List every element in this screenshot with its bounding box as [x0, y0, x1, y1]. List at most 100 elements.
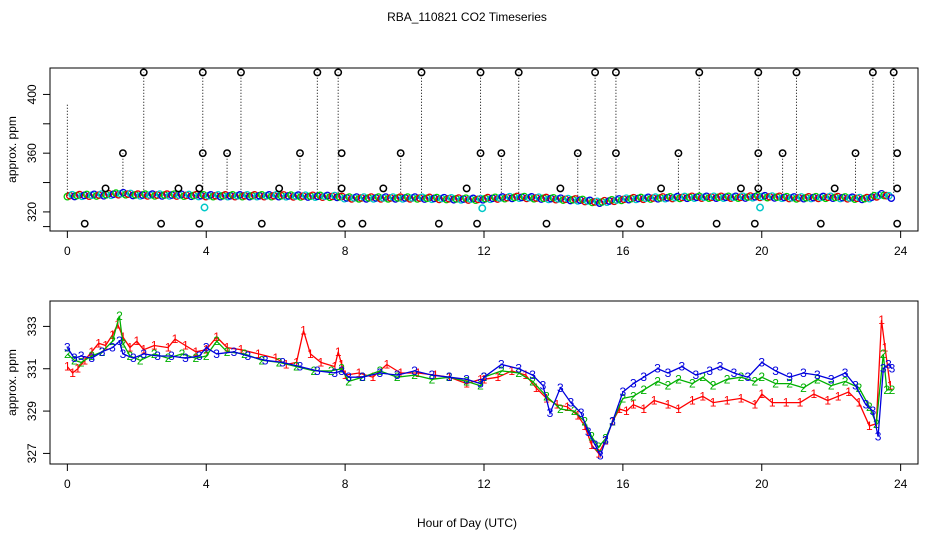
- series-1-marker: 1: [238, 343, 245, 357]
- series-1-marker: 1: [588, 438, 595, 452]
- baseline-point: [884, 191, 893, 200]
- x-tick-label: 8: [342, 477, 349, 491]
- outlier-point: [195, 184, 204, 193]
- outlier-point: [275, 184, 284, 193]
- outlier-point: [462, 184, 471, 193]
- series-1-marker: 1: [581, 419, 588, 433]
- x-tick-label: 20: [755, 244, 769, 258]
- outlier-point: [542, 219, 551, 228]
- series-2-marker: 2: [630, 389, 637, 403]
- outlier-point: [674, 149, 683, 158]
- series-1-marker: 1: [651, 393, 658, 407]
- series-3-marker: 3: [231, 345, 238, 359]
- series-1-marker: 1: [397, 366, 404, 380]
- series-3-marker: 3: [602, 434, 609, 448]
- series-2-marker: 2: [738, 370, 745, 384]
- series-3-marker: 3: [394, 368, 401, 382]
- series-3-marker: 3: [786, 370, 793, 384]
- series-3-marker: 3: [411, 364, 418, 378]
- outlier-point: [893, 184, 902, 193]
- series-3-marker: 3: [889, 362, 896, 376]
- series-3-marker: 3: [446, 370, 453, 384]
- series-1-marker: 1: [495, 370, 502, 384]
- x-tick-label: 4: [203, 244, 210, 258]
- outlier-point: [257, 219, 266, 228]
- outlier-point: [611, 68, 620, 77]
- outlier-point: [358, 219, 367, 228]
- series-1-marker: 1: [335, 345, 342, 359]
- series-1-marker: 1: [724, 393, 731, 407]
- series-2-marker: 2: [889, 383, 896, 397]
- x-tick-label: 0: [64, 244, 71, 258]
- x-tick-label: 4: [203, 477, 210, 491]
- series-3-marker: 3: [540, 379, 547, 393]
- outlier-point: [778, 149, 787, 158]
- series-2-marker: 2: [71, 353, 78, 367]
- outlier-point: [139, 68, 148, 77]
- series-3-marker: 3: [130, 351, 137, 365]
- series-1-marker: 1: [383, 358, 390, 372]
- series-1-marker: 1: [856, 396, 863, 410]
- series-1-line: [66, 320, 891, 455]
- series-1-marker: 1: [810, 387, 817, 401]
- series-1-marker: 1: [758, 387, 765, 401]
- series-1-marker: 1: [255, 347, 262, 361]
- y-tick-label: 320: [25, 202, 39, 222]
- series-2-marker: 2: [293, 360, 300, 374]
- series-2-marker: 2: [64, 347, 71, 361]
- series-1-marker: 1: [738, 391, 745, 405]
- series-2-marker: 2: [724, 372, 731, 386]
- x-tick-label: 24: [894, 244, 908, 258]
- y-tick-label: 400: [25, 84, 39, 104]
- series-2-marker: 2: [241, 347, 248, 361]
- y-tick-label: 333: [25, 316, 39, 336]
- series-1-marker: 1: [95, 336, 102, 350]
- series-3-marker: 3: [297, 360, 304, 374]
- baseline-point: [887, 194, 896, 202]
- series-2-marker: 2: [543, 389, 550, 403]
- outlier-point: [157, 219, 166, 228]
- series-2-marker: 2: [179, 347, 186, 361]
- series-2-marker: 2: [411, 368, 418, 382]
- series-2-marker: 2: [213, 334, 220, 348]
- series-2-marker: 2: [880, 347, 887, 361]
- series-1-marker: 1: [120, 330, 127, 344]
- series-2-marker: 2: [515, 366, 522, 380]
- series-2-marker: 2: [800, 381, 807, 395]
- series-2-marker: 2: [814, 372, 821, 386]
- series-1-marker: 1: [192, 345, 199, 359]
- outlier-point: [198, 68, 207, 77]
- chart-title: RBA_110821 CO2 Timeseries: [387, 10, 547, 24]
- series-1-marker: 1: [151, 338, 158, 352]
- series-3-marker: 3: [140, 347, 147, 361]
- series-2-marker: 2: [751, 374, 758, 388]
- x-tick-label: 16: [616, 244, 630, 258]
- series-1-marker: 1: [630, 398, 637, 412]
- series-3-marker: 3: [772, 364, 779, 378]
- series-1-marker: 1: [751, 398, 758, 412]
- x-tick-label: 12: [477, 477, 491, 491]
- x-tick-label: 0: [64, 477, 71, 491]
- series-3-marker: 3: [359, 370, 366, 384]
- series-3-marker: 3: [331, 366, 338, 380]
- series-2-marker: 2: [311, 364, 318, 378]
- series-2-marker: 2: [620, 391, 627, 405]
- series-2-marker: 2: [786, 377, 793, 391]
- series-1-marker: 1: [109, 328, 116, 342]
- outlier-point: [334, 68, 343, 77]
- series-2-marker: 2: [165, 351, 172, 365]
- series-1-marker: 1: [300, 324, 307, 338]
- series-2-marker: 2: [192, 351, 199, 365]
- series-1-marker: 1: [481, 372, 488, 386]
- series-2-marker: 2: [429, 372, 436, 386]
- x-tick-label: 20: [755, 477, 769, 491]
- series-3-marker: 3: [609, 415, 616, 429]
- outlier-point: [396, 149, 405, 158]
- outlier-point: [754, 149, 763, 158]
- outlier-point: [830, 184, 839, 193]
- series-2-marker: 2: [203, 349, 210, 363]
- outlier-point: [591, 68, 600, 77]
- outlier-point: [118, 149, 127, 158]
- series-3-marker: 3: [120, 347, 127, 361]
